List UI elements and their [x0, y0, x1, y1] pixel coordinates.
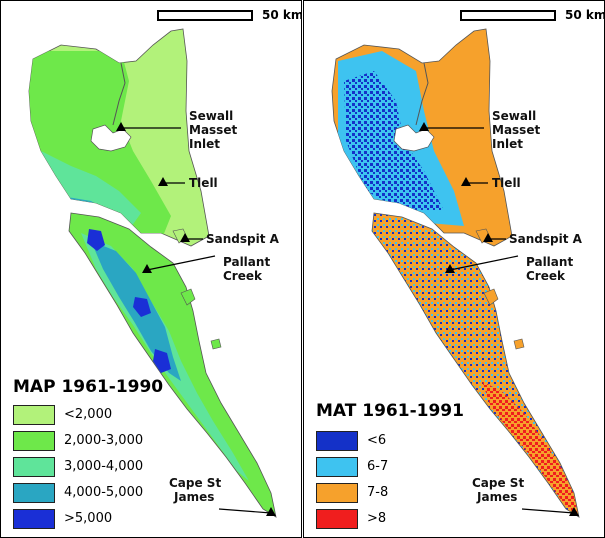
label-pallant-creek: Pallant Creek — [526, 255, 573, 283]
zone-over-5000-a — [87, 229, 105, 251]
station-marker-cape — [569, 507, 579, 516]
map-panel-precipitation: 50 km Sewall Masset Inlet Tlell Sandspit… — [0, 0, 302, 538]
station-marker-sewall — [116, 122, 126, 131]
label-line: James — [174, 490, 215, 504]
label-line: Pallant — [526, 255, 574, 269]
masset-sound — [415, 62, 429, 126]
scale-label: 50 km — [262, 8, 302, 22]
label-line: Inlet — [492, 137, 523, 151]
precipitation-map — [28, 28, 277, 518]
temperature-map — [331, 28, 580, 518]
legend-swatch — [13, 509, 55, 529]
label-line: Pallant — [223, 255, 271, 269]
pointer-cape — [521, 508, 575, 514]
legend-swatch — [13, 457, 55, 477]
legend-label: 7-8 — [367, 485, 389, 500]
label-line: Sewall — [492, 109, 537, 123]
label-sewall-masset-inlet: Sewall Masset Inlet — [189, 109, 237, 151]
legend-swatch — [13, 431, 55, 451]
station-marker-cape — [266, 507, 276, 516]
masset-sound — [112, 62, 126, 126]
legend-title: MAT 1961-1991 — [316, 401, 464, 421]
islet — [483, 288, 499, 306]
zone-over-8 — [482, 381, 578, 515]
label-line: James — [477, 490, 518, 504]
label-pallant-creek: Pallant Creek — [223, 255, 270, 283]
legend-swatch — [316, 509, 358, 529]
station-marker-tlell — [158, 177, 168, 186]
label-line: Cape St — [472, 476, 525, 490]
legend-swatch — [316, 483, 358, 503]
station-marker-pallant — [445, 264, 455, 273]
scale-label: 50 km — [565, 8, 605, 22]
legend-swatch — [316, 457, 358, 477]
label-cape-st-james: Cape St James — [472, 476, 524, 504]
label-tlell: Tlell — [492, 176, 521, 190]
label-tlell: Tlell — [189, 176, 218, 190]
masset-inlet — [90, 124, 132, 152]
legend-label: 4,000-5,000 — [64, 485, 144, 500]
zone-4000-5000-south — [91, 241, 181, 381]
zone-over-5000-c — [153, 349, 171, 373]
label-line: Masset — [492, 123, 541, 137]
label-line: Creek — [526, 269, 565, 283]
label-sewall-masset-inlet: Sewall Masset Inlet — [492, 109, 540, 151]
legend-label: 2,000-3,000 — [64, 433, 144, 448]
label-line: Sewall — [189, 109, 234, 123]
legend-label: >8 — [367, 511, 387, 526]
label-line: Creek — [223, 269, 262, 283]
map-panel-temperature: 50 km Sewall Masset Inlet Tlell Sandspit… — [303, 0, 605, 538]
scale-bar — [157, 10, 253, 21]
scale-bar — [460, 10, 556, 21]
legend-label: 6-7 — [367, 459, 389, 474]
station-marker-sewall — [419, 122, 429, 131]
legend-label: >5,000 — [64, 511, 113, 526]
legend-swatch — [316, 431, 358, 451]
pointer-cape — [218, 508, 272, 514]
masset-inlet — [393, 124, 435, 152]
islet — [180, 288, 196, 306]
pointer-pallant — [146, 255, 216, 271]
legend-label: <2,000 — [64, 407, 113, 422]
station-marker-sandspit — [483, 233, 493, 242]
label-line: Masset — [189, 123, 238, 137]
label-sandspit: Sandspit A — [509, 232, 582, 246]
station-marker-tlell — [461, 177, 471, 186]
legend-title: MAP 1961-1990 — [13, 377, 164, 397]
legend-swatch — [13, 483, 55, 503]
zone-over-5000-b — [133, 297, 151, 317]
station-marker-pallant — [142, 264, 152, 273]
label-sandspit: Sandspit A — [206, 232, 279, 246]
legend-label: <6 — [367, 433, 387, 448]
label-line: Inlet — [189, 137, 220, 151]
islet — [513, 338, 525, 350]
station-marker-sandspit — [180, 233, 190, 242]
pointer-pallant — [449, 255, 519, 271]
label-line: Cape St — [169, 476, 222, 490]
label-cape-st-james: Cape St James — [169, 476, 221, 504]
legend-swatch — [13, 405, 55, 425]
legend-label: 3,000-4,000 — [64, 459, 144, 474]
islet — [210, 338, 222, 350]
